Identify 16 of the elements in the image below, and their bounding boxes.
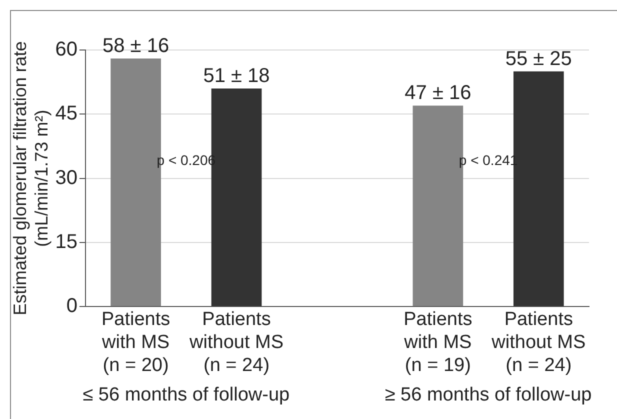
y-tick-label: 0 [66,295,78,318]
y-tick-label: 30 [55,166,78,189]
x-tick-label: Patients without MS (n = 24) [188,309,284,376]
data-label: 58 ± 16 [102,35,170,58]
text: ≤ 56 months of follow-up [82,384,290,406]
y-tick-label: 60 [55,38,78,61]
x-tick-label: Patients with MS (n = 19) [403,309,472,376]
x-tick-label: Patients without MS (n = 24) [490,309,586,376]
y-tick-label: 15 [55,230,78,253]
text: ≥ 56 months of follow-up [384,384,592,406]
y-axis-title: Estimated glomerular filtration rate (mL/min/1.73 m²) [10,41,52,316]
data-label: 55 ± 25 [505,48,572,70]
data-label: 47 ± 16 [404,82,472,104]
y-tick-label: 45 [55,102,78,125]
data-label: 51 ± 18 [203,65,270,88]
x-tick-label: Patients with MS (n = 20) [101,309,170,376]
